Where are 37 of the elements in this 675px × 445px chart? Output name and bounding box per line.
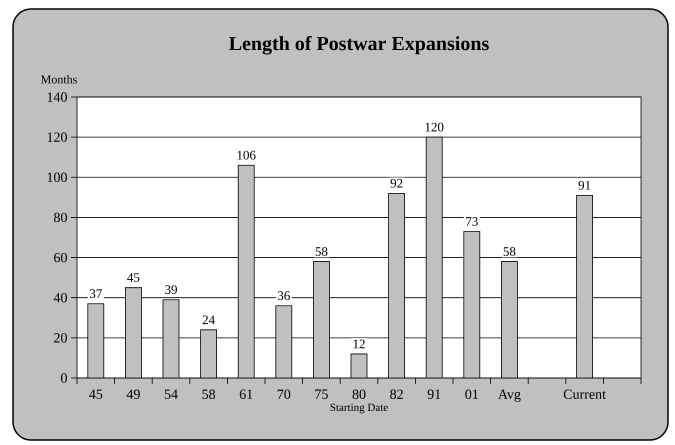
data-label: 91 [578, 180, 590, 190]
x-tick-label: 70 [278, 390, 290, 399]
y-tick-label: 20 [54, 333, 67, 343]
y-tick-label: 80 [54, 212, 67, 222]
y-axis-title: Months [41, 75, 77, 84]
x-tick-label: 80 [352, 390, 366, 399]
y-tick-label: 140 [48, 92, 67, 102]
y-tick-label: 0 [61, 373, 67, 383]
y-tick-label: 120 [48, 132, 67, 142]
data-label: 45 [127, 273, 140, 282]
y-tick-label: 40 [54, 292, 67, 302]
y-tick-label: 60 [54, 252, 67, 262]
y-tick-label: 100 [48, 172, 67, 182]
x-tick-label: 82 [390, 390, 403, 399]
data-label: 24 [202, 316, 215, 324]
data-label: 120 [426, 122, 444, 132]
x-tick-label: 45 [89, 390, 102, 399]
x-tick-label: 75 [315, 390, 328, 399]
data-label: 39 [165, 285, 177, 294]
x-axis-title: Starting Date [330, 404, 388, 414]
data-label: 58 [316, 247, 328, 256]
data-label: 106 [238, 150, 256, 160]
x-tick-label: 49 [126, 390, 140, 399]
x-tick-label: 01 [465, 390, 478, 399]
x-tick-label: 58 [202, 390, 216, 399]
x-tick-label: 54 [164, 390, 178, 399]
x-tick-label: 61 [240, 390, 252, 399]
data-label: 58 [504, 247, 516, 256]
data-label: 36 [278, 291, 290, 300]
data-label: 12 [354, 340, 365, 348]
data-label: 37 [90, 289, 102, 298]
x-tick-label: Current [564, 390, 606, 399]
data-label: 92 [390, 178, 402, 188]
x-tick-label: Avg [498, 390, 521, 402]
chart-title: Length of Postwar Expansions [229, 36, 489, 54]
x-tick-label: 91 [428, 390, 440, 399]
data-label: 73 [466, 217, 478, 226]
